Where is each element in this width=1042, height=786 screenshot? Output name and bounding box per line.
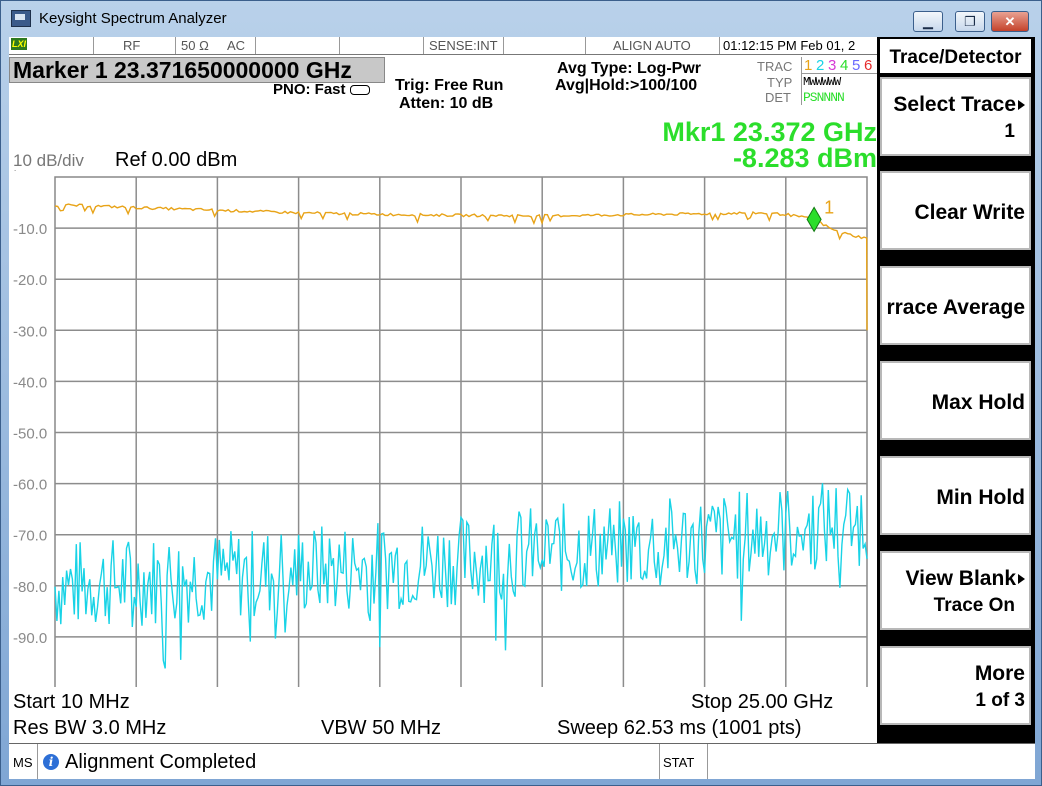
ref-level[interactable]: Ref 0.00 dBm <box>115 149 238 171</box>
softkey-label: Select Trace <box>893 93 1025 117</box>
rf-input[interactable]: RF <box>123 38 141 53</box>
max-hold-softkey[interactable]: Max Hold <box>880 361 1031 440</box>
trace-average-softkey[interactable]: rrace Average <box>880 266 1031 345</box>
y-tick-label: -10.0 <box>13 221 47 238</box>
trace-number-3: 3 <box>828 57 837 74</box>
softkey-label: Clear Write <box>914 201 1026 224</box>
softkey-panel: Trace/Detector Select Trace 1 Clear Writ… <box>877 37 1035 743</box>
message-bar: MS i Alignment Completed STAT <box>9 743 1035 779</box>
title-bar[interactable]: Keysight Spectrum Analyzer ▁ ❐ ✕ <box>1 1 1041 35</box>
softkey-value: 1 of 3 <box>975 690 1025 711</box>
sense-status: SENSE:INT <box>429 38 498 53</box>
softkey-label: rrace Average <box>886 296 1025 319</box>
pno-icon <box>349 85 370 96</box>
min-hold-softkey[interactable]: Min Hold <box>880 456 1031 535</box>
app-icon <box>11 10 31 27</box>
trace-number-5: 5 <box>852 57 861 74</box>
measurement-info: Marker 1 23.371650000000 GHz PNO: Fast T… <box>9 55 878 189</box>
datetime: 01:12:15 PM Feb 01, 2 <box>723 38 856 53</box>
minimize-button[interactable]: ▁ <box>913 11 943 32</box>
softkey-label: Max Hold <box>931 391 1025 414</box>
clear-write-softkey[interactable]: Clear Write <box>880 171 1031 250</box>
start-freq[interactable]: Start 10 MHz <box>13 691 130 713</box>
spectrum-chart[interactable]: -10.0 -20.0 -30.0 -40.0 -50.0 -60.0 -70.0 -80.0… <box>9 171 877 689</box>
y-tick-label: -70.0 <box>13 528 47 545</box>
plot-area: -10.0 -20.0 -30.0 -40.0 -50.0 -60.0 -70.0 -80.0… <box>9 171 877 689</box>
trace-number-2: 2 <box>816 57 825 74</box>
submenu-arrow-icon <box>1018 100 1025 111</box>
close-button[interactable]: ✕ <box>991 11 1029 32</box>
softkey-label: View Blank <box>906 567 1025 591</box>
restore-button[interactable]: ❐ <box>955 11 985 32</box>
submenu-arrow-icon <box>1018 574 1025 585</box>
trace-number-1: 1 <box>804 57 813 74</box>
typ-label: TYP <box>767 75 793 90</box>
y-tick-label: -60.0 <box>13 477 47 494</box>
stop-freq[interactable]: Stop 25.00 GHz <box>691 691 834 713</box>
res-bw[interactable]: Res BW 3.0 MHz <box>13 717 167 739</box>
y-tick-label: -40.0 <box>13 374 47 391</box>
avg-type: Avg Type: Log-Pwr <box>557 60 701 77</box>
more-softkey[interactable]: More 1 of 3 <box>880 646 1031 725</box>
y-tick-label: -20.0 <box>13 272 47 289</box>
scale-div: 10 dB/div <box>13 151 84 170</box>
marker-readout[interactable]: Marker 1 23.371650000000 GHz <box>9 57 385 83</box>
y-tick-label: -30.0 <box>13 323 47 340</box>
y-tick-label: -90.0 <box>13 630 47 647</box>
analyzer-client: LXI RF 50 Ω AC SENSE:INT ALIGN AUTO 01:1… <box>9 37 1035 779</box>
y-tick-label: -50.0 <box>13 426 47 443</box>
ms-indicator: MS <box>13 755 33 770</box>
trac-label: TRAC <box>757 59 793 74</box>
det-label: DET <box>765 90 791 105</box>
trace-table: 1 2 3 4 5 6 MWWWWW PSNNNN <box>801 57 878 105</box>
coupling: AC <box>227 38 246 53</box>
trace-2-line <box>54 483 868 669</box>
vbw[interactable]: VBW 50 MHz <box>321 717 442 739</box>
stat-indicator[interactable]: STAT <box>663 755 695 770</box>
softkey-value: Trace On <box>933 595 1015 616</box>
trace-number-6: 6 <box>864 57 873 74</box>
view-blank-softkey[interactable]: View Blank Trace On <box>880 551 1031 630</box>
softkey-value: 1 <box>1004 121 1015 142</box>
trace-numbers: 1 2 3 4 5 6 <box>802 57 878 74</box>
marker-amplitude: -8.283 dBm <box>732 143 877 173</box>
trace-detectors: PSNNNN <box>803 90 845 105</box>
atten-setting: Atten: 10 dB <box>399 95 494 112</box>
trigger-setting: Trig: Free Run <box>395 77 504 94</box>
align-status: ALIGN AUTO <box>613 38 691 53</box>
marker-1-label: 1 <box>824 197 834 217</box>
impedance: 50 Ω <box>181 38 209 53</box>
status-row: LXI RF 50 Ω AC SENSE:INT ALIGN AUTO 01:1… <box>9 37 877 55</box>
select-trace-softkey[interactable]: Select Trace 1 <box>880 77 1031 156</box>
sweep-info: Start 10 MHz Stop 25.00 GHz Res BW 3.0 M… <box>9 687 877 743</box>
avg-hold: Avg|Hold:>100/100 <box>555 77 698 94</box>
y-tick-label: -80.0 <box>13 579 47 596</box>
softkey-menu-title: Trace/Detector <box>880 39 1031 73</box>
status-message: Alignment Completed <box>65 751 257 773</box>
softkey-label: Min Hold <box>936 486 1025 509</box>
trace-number-4: 4 <box>840 57 849 74</box>
lxi-icon: LXI <box>11 38 27 50</box>
softkey-label: More <box>974 662 1025 685</box>
marker-1-diamond <box>806 206 822 233</box>
sweep-time[interactable]: Sweep 62.53 ms (1001 pts) <box>557 717 802 739</box>
info-icon: i <box>43 754 59 770</box>
trace-1-line <box>54 203 868 331</box>
marker-frequency: Mkr1 23.372 GHz <box>662 117 877 147</box>
pno-setting: PNO: Fast <box>273 81 370 98</box>
trace-types: MWWWWW <box>803 75 841 89</box>
window-title: Keysight Spectrum Analyzer <box>39 10 227 27</box>
